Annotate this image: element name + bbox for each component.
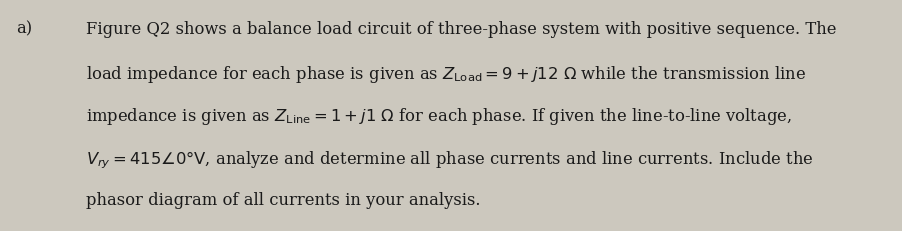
Text: phasor diagram of all currents in your analysis.: phasor diagram of all currents in your a…: [86, 192, 480, 209]
Text: load impedance for each phase is given as $Z_\mathrm{Load}= 9 + j12\ \Omega$ whi: load impedance for each phase is given a…: [86, 64, 805, 85]
Text: $V_{ry} = 415\angle0°\mathrm{V}$, analyze and determine all phase currents and l: $V_{ry} = 415\angle0°\mathrm{V}$, analyz…: [86, 149, 814, 171]
Text: impedance is given as $Z_\mathrm{Line}= 1 + j1\ \Omega$ for each phase. If given: impedance is given as $Z_\mathrm{Line}= …: [86, 106, 792, 127]
Text: a): a): [16, 21, 32, 38]
Text: Figure Q2 shows a balance load circuit of three-phase system with positive seque: Figure Q2 shows a balance load circuit o…: [86, 21, 836, 38]
